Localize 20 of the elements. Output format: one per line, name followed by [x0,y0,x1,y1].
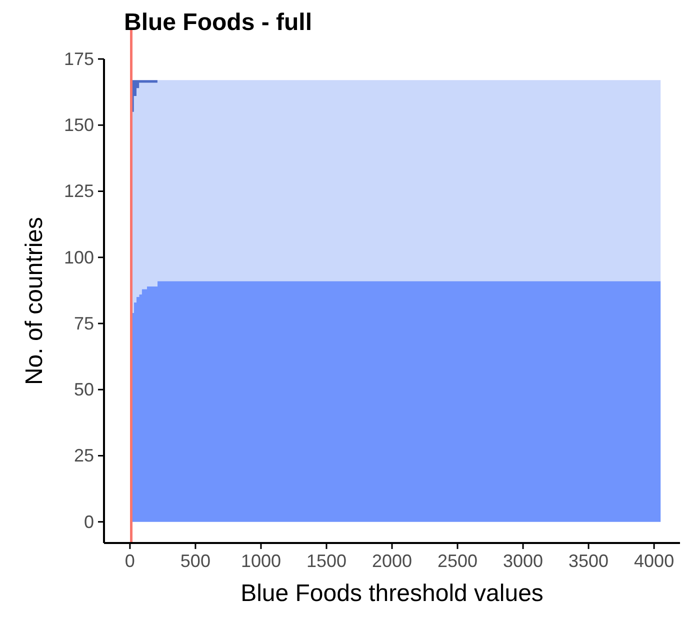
y-tick-label: 0 [84,512,94,532]
x-tick-label: 3500 [568,551,609,571]
x-tick-label: 2000 [372,551,412,571]
x-tick-label: 2500 [437,551,478,571]
x-tick-label: 1000 [240,551,281,571]
x-axis-title: Blue Foods threshold values [240,580,544,607]
x-tick-label: 1500 [306,551,347,571]
y-tick-label: 150 [64,115,94,136]
y-tick-label: 50 [74,380,94,400]
chart-title: Blue Foods - full [124,9,312,36]
y-tick-label: 175 [64,49,94,69]
x-tick-label: 500 [180,551,210,571]
y-axis-title: No. of countries [21,216,48,386]
x-tick-label: 3000 [503,551,544,571]
y-tick-label: 75 [74,313,94,334]
x-tick-label: 4000 [634,551,674,571]
y-tick-label: 25 [74,446,94,466]
y-tick-label: 100 [64,247,94,268]
x-tick-label: 0 [124,551,135,571]
y-tick-label: 125 [64,181,94,202]
